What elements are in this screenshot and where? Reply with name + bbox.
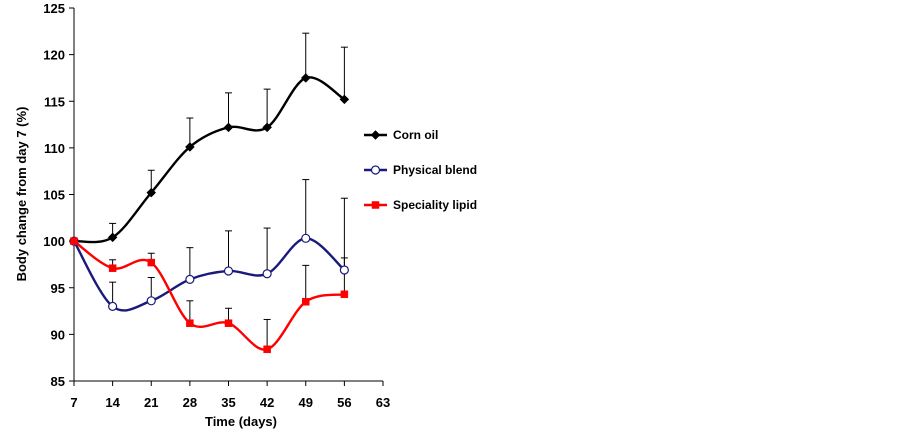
x-tick-label: 63 — [376, 395, 390, 410]
x-tick-label: 35 — [221, 395, 235, 410]
legend: Corn oil Physical blend Speciality lipid — [364, 128, 477, 212]
data-point-physical-blend — [108, 301, 118, 311]
y-tick-label: 120 — [43, 48, 65, 63]
legend-label-corn-oil: Corn oil — [393, 128, 438, 142]
y-tick-label: 115 — [44, 94, 65, 109]
series-line-speciality-lipid — [73, 240, 345, 351]
series-line-corn-oil — [73, 76, 346, 244]
error-bars — [109, 32, 348, 350]
data-point-physical-blend — [339, 265, 349, 275]
legend-marker-corn-oil — [370, 130, 381, 140]
x-tick-label: 7 — [70, 395, 77, 410]
data-point-speciality-lipid — [302, 297, 310, 306]
data-point-corn-oil — [223, 122, 234, 133]
data-point-physical-blend — [301, 233, 311, 243]
data-point-speciality-lipid — [224, 319, 233, 327]
data-point-speciality-lipid — [186, 319, 194, 327]
data-point-physical-blend — [185, 274, 195, 284]
data-point-corn-oil — [339, 94, 350, 105]
data-point-speciality-lipid — [70, 237, 78, 245]
y-tick-label: 100 — [43, 234, 65, 249]
y-tick-label: 90 — [51, 327, 65, 342]
legend-marker-speciality-lipid — [371, 201, 380, 209]
x-tick-label: 21 — [144, 395, 158, 410]
y-tick-label: 105 — [43, 188, 65, 203]
legend-marker-physical-blend — [370, 165, 381, 175]
x-tick-label: 49 — [299, 395, 313, 410]
data-point-corn-oil — [262, 122, 272, 133]
data-point-corn-oil — [185, 142, 195, 152]
y-tick-label: 110 — [44, 141, 65, 156]
y-tick-label: 85 — [51, 374, 65, 389]
x-tick-label: 42 — [260, 395, 274, 410]
legend-label-speciality-lipid: Speciality lipid — [393, 198, 477, 212]
legend-label-physical-blend: Physical blend — [393, 163, 477, 177]
x-axis-title: Time (days) — [205, 414, 277, 429]
x-tick-label: 28 — [183, 395, 197, 410]
axes: 85 90 95 100 105 110 115 120 125 7 14 21 28 35 42 49 56 6… — [43, 1, 390, 410]
data-point-physical-blend — [146, 296, 156, 306]
x-tick-label: 56 — [337, 395, 351, 410]
y-tick-label: 125 — [43, 1, 65, 16]
data-point-physical-blend — [223, 266, 234, 276]
data-point-speciality-lipid — [263, 345, 271, 354]
data-point-speciality-lipid — [108, 264, 117, 272]
series-markers — [69, 73, 350, 354]
data-point-corn-oil — [107, 232, 118, 243]
data-point-physical-blend — [262, 269, 272, 279]
data-point-speciality-lipid — [340, 290, 349, 299]
data-point-corn-oil — [146, 187, 157, 198]
data-point-corn-oil — [300, 73, 311, 83]
y-axis-title: Body change from day 7 (%) — [14, 107, 29, 282]
x-tick-label: 14 — [105, 395, 120, 410]
y-tick-label: 95 — [51, 281, 65, 296]
data-point-speciality-lipid — [147, 258, 155, 267]
